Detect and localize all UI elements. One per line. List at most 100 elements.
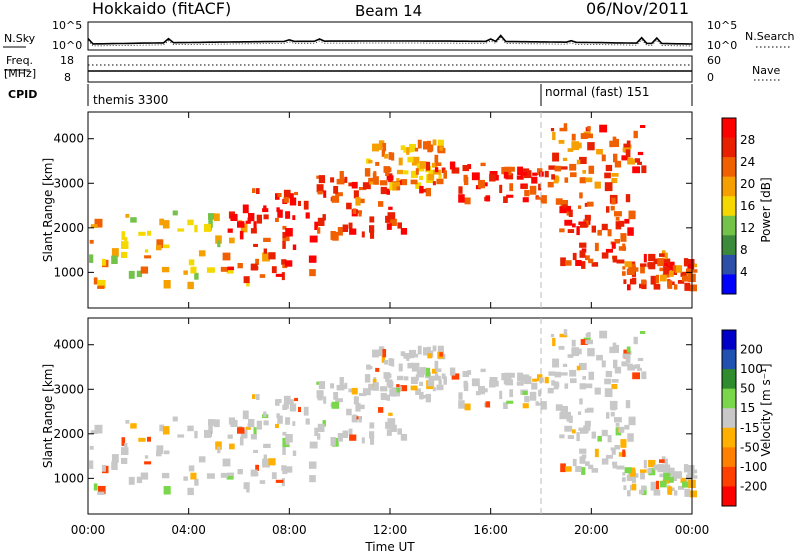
velocity-echo-cell	[285, 441, 290, 445]
power-echo-cell	[111, 255, 118, 264]
power-echo-cell	[677, 280, 685, 284]
power-echo-cell	[194, 272, 199, 280]
power-echo-cell	[582, 170, 586, 174]
velocity-echo-cell	[275, 423, 279, 428]
power-echo-cell	[435, 162, 442, 166]
time-tick-label: 00:00	[675, 523, 710, 537]
power-echo-cell	[351, 181, 358, 189]
power-echo-cell	[89, 239, 94, 244]
power-echo-cell	[349, 228, 357, 235]
power-echo-cell	[358, 210, 362, 217]
velocity-echo-cell	[674, 490, 678, 496]
velocity-echo-cell	[686, 474, 693, 481]
velocity-echo-cell	[121, 457, 128, 464]
velocity-echo-cell	[373, 382, 379, 391]
power-echo-cell	[411, 156, 420, 166]
velocity-echo-cell	[511, 372, 515, 378]
velocity-echo-cell	[245, 426, 251, 430]
velocity-echo-cell	[572, 429, 576, 434]
power-echo-cell	[285, 228, 293, 237]
velocity-echo-cell	[623, 485, 627, 490]
velocity-echo-cell	[578, 411, 582, 415]
velocity-echo-cell	[348, 428, 353, 435]
velocity-echo-cell	[411, 362, 420, 372]
power-echo-cell	[647, 262, 652, 268]
power-echo-cell	[623, 279, 627, 284]
velocity-echo-cell	[396, 384, 400, 388]
velocity-echo-cell	[391, 358, 395, 367]
power-echo-cell	[378, 140, 385, 148]
cpid-panel: CPID themis 3300 normal (fast) 151	[8, 84, 693, 107]
power-echo-cell	[627, 157, 633, 164]
velocity-echo-cell	[439, 352, 443, 357]
power-echo-cell	[588, 165, 595, 174]
velocity-echo-cell	[687, 465, 695, 471]
velocity-echo-cell	[624, 467, 632, 474]
velocity-echo-cell	[563, 411, 571, 418]
velocity-echo-cell	[388, 412, 393, 416]
velocity-echo-cell	[640, 331, 646, 334]
velocity-echo-cell	[568, 415, 573, 423]
velocity-echo-cell	[386, 394, 390, 401]
velocity-echo-cell	[385, 421, 391, 429]
velocity-echo-cell	[292, 450, 297, 456]
power-echo-cell	[672, 265, 676, 272]
velocity-echo-cell	[268, 458, 276, 466]
velocity-echo-cell	[643, 459, 647, 469]
velocity-echo-cell	[246, 488, 250, 493]
velocity-echo-cell	[680, 477, 687, 483]
velocity-echo-cell	[97, 485, 106, 495]
velocity-colorbar-tick: 200	[740, 343, 763, 357]
velocity-echo-cell	[612, 342, 617, 349]
power-echo-cell	[564, 177, 569, 183]
nsearch-trace	[87, 36, 693, 47]
power-echo-cell	[529, 185, 537, 195]
time-tick-label: 16:00	[473, 523, 508, 537]
velocity-echo-cell	[187, 487, 194, 496]
velocity-echo-cell	[282, 437, 288, 445]
power-echo-cell	[596, 148, 603, 155]
power-echo-cell	[407, 156, 414, 163]
velocity-echo-cell	[364, 374, 371, 383]
nsky-trace	[87, 34, 693, 45]
velocity-echo-cell	[190, 472, 197, 480]
power-echo-cell	[604, 182, 613, 192]
power-echo-cell	[594, 242, 599, 252]
velocity-echo-cell	[553, 381, 559, 390]
power-echo-cell	[161, 266, 170, 273]
power-echo-cell	[276, 207, 280, 213]
power-echo-cell	[662, 258, 671, 266]
power-echo-cell	[643, 253, 647, 263]
velocity-echo-cell	[369, 431, 375, 439]
velocity-echo-cell	[484, 388, 488, 393]
power-ytick-label: 2000	[53, 221, 84, 235]
power-echo-cell	[281, 259, 287, 265]
power-echo-cell	[322, 214, 326, 221]
power-echo-cell	[520, 172, 528, 176]
power-echo-cell	[330, 231, 336, 240]
power-echo-cell	[318, 175, 326, 184]
power-echo-cell	[282, 240, 286, 249]
velocity-echo-cell	[587, 332, 591, 337]
power-echo-cell	[591, 262, 599, 267]
velocity-echo-cell	[601, 458, 609, 465]
power-echo-cell	[434, 167, 439, 173]
velocity-echo-cell	[403, 376, 409, 381]
power-echo-cell	[187, 281, 194, 290]
power-echo-cell	[614, 239, 620, 244]
velocity-colorbar-tick: 50	[740, 382, 755, 396]
velocity-echo-cell	[388, 358, 392, 366]
nave-bottom-tick: 0	[707, 71, 714, 84]
freq-panel: Freq. [MHz] 18 8 60 0 Nave	[4, 54, 780, 84]
power-echo-cell	[419, 185, 424, 194]
power-colorbar-tick: 16	[740, 199, 755, 213]
velocity-echo-cell	[419, 381, 424, 386]
velocity-echo-cell	[605, 370, 613, 378]
velocity-echo-cell	[415, 374, 419, 381]
power-echo-cell	[290, 193, 294, 199]
power-echo-cell	[245, 220, 251, 224]
power-echo-cell	[489, 173, 496, 182]
velocity-echo-cell	[576, 348, 582, 355]
velocity-echo-cell	[517, 372, 523, 381]
power-echo-cell	[282, 231, 288, 239]
